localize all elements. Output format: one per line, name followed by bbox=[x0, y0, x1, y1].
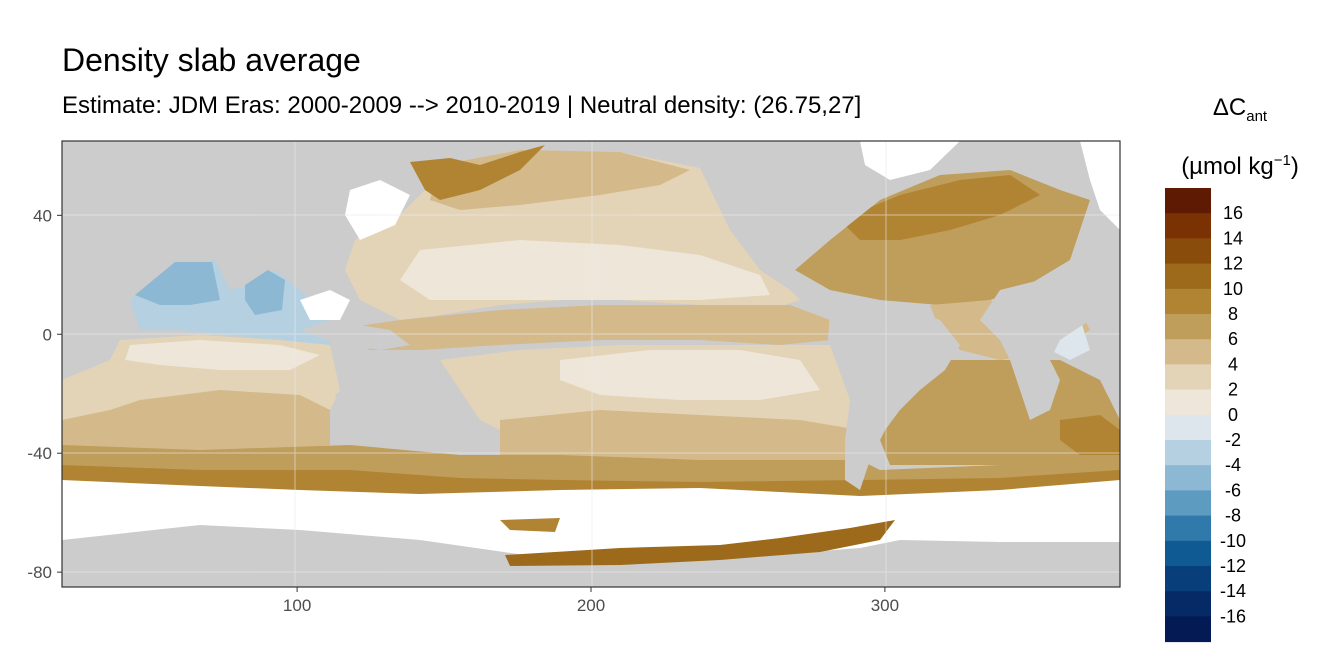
arctic-white-1 bbox=[860, 141, 960, 180]
legend-label: 16 bbox=[1223, 203, 1243, 223]
ross-sea-feature bbox=[505, 520, 895, 566]
bering-region bbox=[410, 145, 545, 200]
north-america-land bbox=[700, 150, 900, 270]
legend-swatch bbox=[1165, 414, 1211, 441]
legend-swatch bbox=[1165, 591, 1211, 617]
north-pacific-band-1 bbox=[400, 240, 770, 300]
legend-swatch bbox=[1165, 515, 1211, 542]
legend-swatch bbox=[1165, 566, 1211, 592]
south-pacific-light bbox=[560, 350, 820, 400]
legend-unit-open: (µmol kg bbox=[1181, 152, 1274, 180]
legend-swatch bbox=[1165, 490, 1211, 517]
legend-swatch bbox=[1165, 440, 1211, 466]
legend-label: -8 bbox=[1225, 506, 1241, 526]
y-tick-label: 40 bbox=[33, 206, 52, 225]
legend-swatch bbox=[1165, 465, 1211, 491]
africa-land bbox=[980, 280, 1090, 420]
legend-label: -14 bbox=[1220, 581, 1246, 601]
legend-label: 12 bbox=[1223, 254, 1243, 274]
plot-title: Density slab average bbox=[62, 42, 361, 78]
legend-label: 10 bbox=[1223, 279, 1243, 299]
legend-colorbar: 16 14 12 10 8 6 4 2 0 -2 -4 -6 -8 -10 -12 -14 -16 bbox=[1165, 188, 1246, 643]
indian-ocean-band bbox=[125, 340, 320, 370]
weddell-sea-feature bbox=[500, 518, 560, 532]
legend-label: -2 bbox=[1225, 430, 1241, 450]
legend-label: 6 bbox=[1228, 329, 1238, 349]
y-tick-label: 0 bbox=[43, 325, 52, 344]
legend-label: -16 bbox=[1220, 606, 1246, 626]
legend-title-main: ΔC bbox=[1212, 94, 1247, 121]
plot-subtitle: Estimate: JDM Eras: 2000-2009 --> 2010-2… bbox=[62, 92, 862, 119]
bay-of-bengal-blue bbox=[245, 270, 285, 315]
seas-white bbox=[300, 290, 350, 320]
legend-swatch bbox=[1165, 364, 1211, 391]
legend-label: -4 bbox=[1225, 455, 1241, 475]
australia-land bbox=[335, 365, 455, 445]
legend-label: 14 bbox=[1223, 228, 1243, 248]
legend-swatch bbox=[1165, 339, 1211, 365]
legend-title-sub: ant bbox=[1246, 107, 1268, 125]
legend-label: 4 bbox=[1228, 354, 1238, 374]
arctic-white-2 bbox=[1080, 141, 1120, 230]
legend-swatch bbox=[1165, 616, 1211, 643]
y-tick-label: -80 bbox=[27, 563, 52, 582]
asia-white bbox=[345, 180, 410, 240]
legend-swatch bbox=[1165, 540, 1211, 567]
legend-swatch bbox=[1165, 263, 1211, 290]
legend-label: -6 bbox=[1225, 480, 1241, 500]
grid-lines bbox=[62, 141, 1120, 587]
legend-unit-sup: −1 bbox=[1273, 151, 1291, 169]
y-tick-label: -40 bbox=[27, 444, 52, 463]
x-tick-label: 300 bbox=[871, 596, 899, 615]
legend-swatch bbox=[1165, 213, 1211, 239]
legend-label: 2 bbox=[1228, 380, 1238, 400]
map-panel bbox=[62, 141, 1120, 587]
legend-swatch bbox=[1165, 314, 1211, 340]
x-tick-label: 100 bbox=[283, 596, 311, 615]
indian-ocean-darker bbox=[62, 390, 330, 455]
equatorial-pacific bbox=[330, 305, 830, 350]
arabian-sea-blue bbox=[135, 262, 220, 305]
legend-unit-close: ) bbox=[1290, 152, 1299, 180]
southern-ocean-dark bbox=[62, 465, 1120, 497]
legend-swatch bbox=[1165, 238, 1211, 265]
maritime-continent-land bbox=[300, 320, 410, 350]
x-tick-label: 200 bbox=[577, 596, 605, 615]
south-atlantic-dark bbox=[1060, 415, 1120, 455]
legend-swatch bbox=[1165, 288, 1211, 315]
legend-label: 0 bbox=[1228, 405, 1238, 425]
legend-swatch bbox=[1165, 188, 1211, 214]
north-atlantic-dark bbox=[840, 175, 1040, 240]
legend-label: 8 bbox=[1228, 304, 1238, 324]
legend-label: -10 bbox=[1220, 531, 1246, 551]
legend-label: -12 bbox=[1220, 556, 1246, 576]
legend-title: ΔCant (µmol kg−1) bbox=[1150, 86, 1330, 189]
south-america-land bbox=[828, 300, 960, 490]
legend-swatch bbox=[1165, 389, 1211, 416]
